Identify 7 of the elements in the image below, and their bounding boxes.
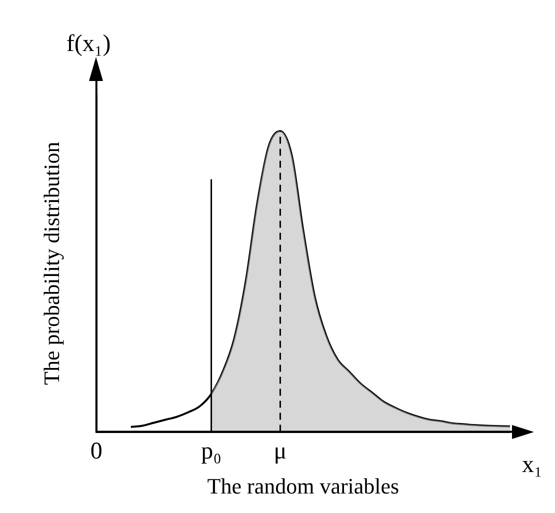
text: f(x₁) — [66, 31, 111, 57]
x-tick-label: 0 — [90, 438, 102, 464]
x-tick-label: p₀ — [201, 438, 222, 464]
text: x₁ — [522, 452, 542, 478]
x-tick-label: μ — [274, 438, 287, 464]
y-axis-title: The probability distribution — [38, 142, 64, 385]
x-axis-title: The random variables — [207, 474, 400, 499]
